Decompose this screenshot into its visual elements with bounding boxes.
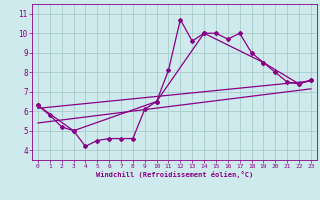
X-axis label: Windchill (Refroidissement éolien,°C): Windchill (Refroidissement éolien,°C)	[96, 171, 253, 178]
